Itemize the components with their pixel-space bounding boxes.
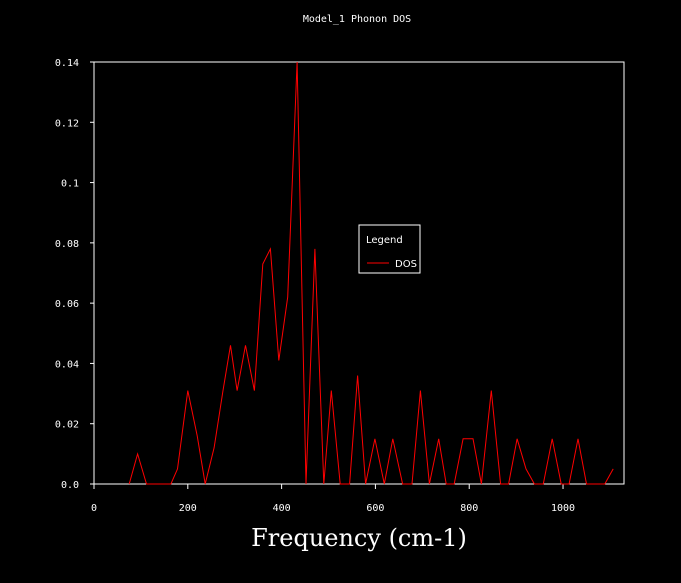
legend-title: Legend — [366, 235, 403, 246]
y-tick-label: 0.1 — [61, 179, 79, 190]
chart-title: Model_1 Phonon DOS — [303, 14, 411, 25]
y-tick-label: 0.02 — [55, 420, 79, 431]
legend: Legend DOS — [358, 224, 421, 274]
y-tick-label: 0.12 — [55, 118, 79, 129]
x-tick-label: 200 — [179, 503, 197, 514]
x-tick-label: 800 — [460, 503, 478, 514]
y-tick-label: 0.04 — [55, 359, 79, 370]
x-tick-label: 1000 — [551, 503, 575, 514]
y-axis: 0.0 0.02 0.04 0.06 0.08 0.1 0.12 0.14 — [55, 58, 94, 491]
plot-frame — [93, 61, 625, 485]
legend-box — [358, 224, 421, 274]
x-tick-label: 600 — [366, 503, 384, 514]
x-axis-label: Frequency (cm-1) — [251, 524, 467, 552]
x-tick-label: 400 — [273, 503, 291, 514]
y-tick-label: 0.06 — [55, 299, 79, 310]
x-tick-label: 0 — [91, 503, 97, 514]
series-line-dos — [128, 61, 614, 485]
y-tick-label: 0.08 — [55, 239, 79, 250]
y-tick-label: 0.14 — [55, 58, 79, 69]
x-axis: 0 200 400 600 800 1000 — [91, 484, 575, 514]
series-layer — [128, 61, 614, 485]
y-tick-label: 0.0 — [61, 480, 79, 491]
legend-label-dos: DOS — [395, 259, 417, 270]
